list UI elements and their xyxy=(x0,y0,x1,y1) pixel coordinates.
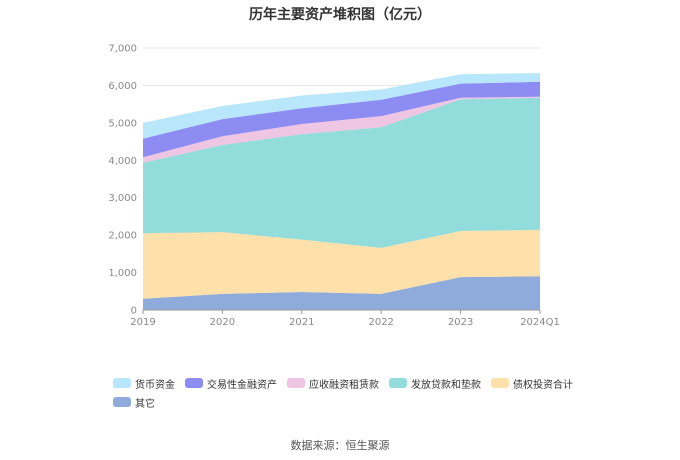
x-tick-label: 2019 xyxy=(130,317,155,328)
legend-label: 应收融资租赁款 xyxy=(309,379,379,391)
legend-item[interactable]: 发放贷款和垫款 xyxy=(389,376,481,391)
area-series xyxy=(143,97,540,248)
legend-label: 交易性金融资产 xyxy=(207,379,277,391)
area-series xyxy=(143,81,540,158)
legend-swatch xyxy=(113,397,131,407)
legend-swatch xyxy=(185,378,203,388)
y-tick-label: 1,000 xyxy=(108,268,137,279)
y-tick-label: 0 xyxy=(131,306,137,317)
area-series xyxy=(143,276,540,310)
stacked-area-chart: 0 1,000 2,000 3,000 4,000 5,000 6,000 7,000 2019… xyxy=(108,44,560,329)
x-tick-label: 2024Q1 xyxy=(520,317,560,328)
area-series xyxy=(143,73,540,139)
legend: 货币资金 交易性金融资产 应收融资租赁款 发放贷款和垫款 债权投资合计其它 xyxy=(113,376,583,410)
y-tick-label: 5,000 xyxy=(108,118,137,129)
y-tick-label: 4,000 xyxy=(108,156,137,167)
legend-item[interactable]: 交易性金融资产 xyxy=(185,376,277,391)
area-series xyxy=(143,96,540,163)
legend-swatch xyxy=(491,378,509,388)
legend-label: 其它 xyxy=(135,398,155,410)
legend-swatch xyxy=(113,378,131,388)
legend-item[interactable]: 货币资金 xyxy=(113,376,175,391)
y-tick-label: 3,000 xyxy=(108,193,137,204)
x-tick-label: 2023 xyxy=(448,317,473,328)
chart-title: 历年主要资产堆积图（亿元） xyxy=(249,7,431,23)
data-source-note: 数据来源：恒生聚源 xyxy=(290,439,390,452)
legend-item[interactable]: 应收融资租赁款 xyxy=(287,376,379,391)
y-tick-label: 6,000 xyxy=(108,81,137,92)
x-tick-label: 2020 xyxy=(210,317,235,328)
legend-item[interactable]: 其它 xyxy=(113,395,155,410)
x-tick-label: 2022 xyxy=(368,317,393,328)
legend-item[interactable]: 债权投资合计 xyxy=(491,376,573,391)
legend-label: 货币资金 xyxy=(135,379,175,391)
area-series xyxy=(143,229,540,299)
x-tick-label: 2021 xyxy=(289,317,314,328)
legend-swatch xyxy=(287,378,305,388)
y-tick-label: 7,000 xyxy=(108,44,137,55)
y-tick-label: 2,000 xyxy=(108,231,137,242)
legend-swatch xyxy=(389,378,407,388)
legend-label: 债权投资合计 xyxy=(513,379,573,391)
legend-label: 发放贷款和垫款 xyxy=(411,379,481,391)
